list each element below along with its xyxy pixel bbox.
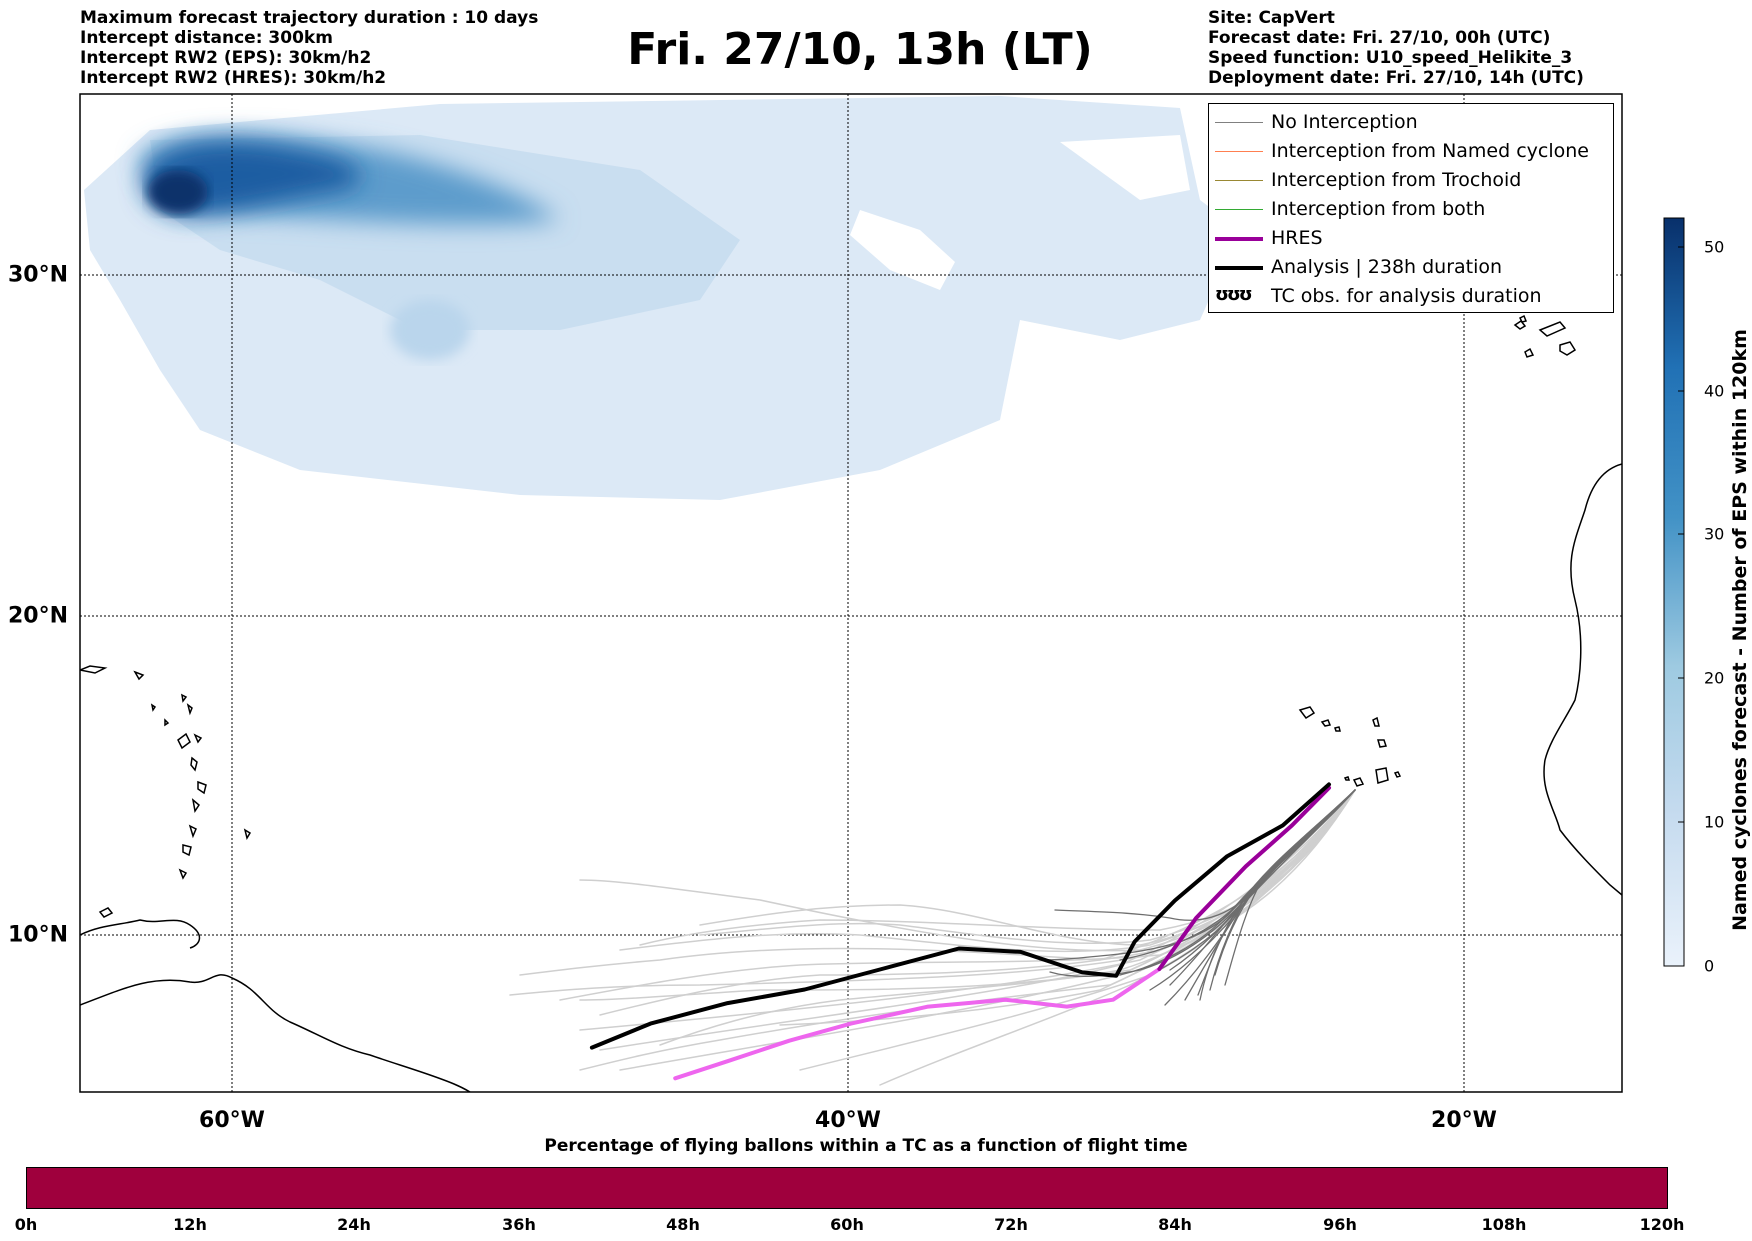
colorbar-tick-label: 20 bbox=[1704, 668, 1725, 688]
intercept-hres-text: Intercept RW2 (HRES): 30km/h2 bbox=[80, 68, 387, 88]
legend-swatch bbox=[1215, 151, 1263, 152]
intercept-distance-text: Intercept distance: 300km bbox=[80, 28, 333, 48]
colorbar-title: Named cyclones forecast - Number of EPS … bbox=[1729, 329, 1751, 931]
trajectories-short-flight bbox=[1039, 789, 1356, 1006]
deployment-date-text: Deployment date: Fri. 27/10, 14h (UTC) bbox=[1208, 68, 1584, 88]
ensemble-trajectories bbox=[509, 782, 1356, 1086]
page-title: Fri. 27/10, 13h (LT) bbox=[627, 24, 1093, 75]
legend-label: Interception from both bbox=[1271, 198, 1486, 220]
legend-swatch bbox=[1215, 122, 1263, 123]
legend-item-named-cyclone: Interception from Named cyclone bbox=[1209, 138, 1613, 167]
legend-label: No Interception bbox=[1271, 111, 1418, 133]
legend-item-both: Interception from both bbox=[1209, 196, 1613, 225]
flight-tick-label: 84h bbox=[1158, 1215, 1192, 1234]
flight-tick-label: 120h bbox=[1639, 1215, 1685, 1234]
flight-tick-label: 12h bbox=[173, 1215, 207, 1234]
colorbar-tick-label: 40 bbox=[1704, 381, 1725, 401]
flight-time-bar bbox=[26, 1167, 1668, 1209]
colorbar-tick-label: 10 bbox=[1704, 812, 1725, 832]
legend-label: Analysis | 238h duration bbox=[1271, 256, 1503, 278]
max-duration-text: Maximum forecast trajectory duration : 1… bbox=[80, 8, 539, 28]
legend-label: Interception from Trochoid bbox=[1271, 169, 1522, 191]
density-peak bbox=[148, 170, 208, 214]
flight-tick-label: 72h bbox=[994, 1215, 1028, 1234]
cape-verde-islands bbox=[1298, 706, 1402, 787]
flight-tick-label: 24h bbox=[337, 1215, 371, 1234]
flight-tick-label: 36h bbox=[502, 1215, 536, 1234]
caribbean-islands bbox=[80, 665, 252, 918]
speed-function-text: Speed function: U10_speed_Helikite_3 bbox=[1208, 48, 1573, 68]
header-left: Maximum forecast trajectory duration : 1… bbox=[80, 8, 538, 88]
legend-item-hres: HRES bbox=[1209, 225, 1613, 254]
flight-tick-label: 0h bbox=[14, 1215, 38, 1234]
legend-label: HRES bbox=[1271, 227, 1323, 249]
legend-label: TC obs. for analysis duration bbox=[1271, 285, 1542, 307]
header-right: Site: CapVert Forecast date: Fri. 27/10,… bbox=[1208, 8, 1584, 88]
venezuela-coast bbox=[80, 919, 201, 949]
legend-swatch bbox=[1215, 237, 1263, 241]
lon-label-60w: 60°W bbox=[199, 1108, 265, 1133]
lat-label-30n: 30°N bbox=[8, 262, 69, 288]
colorbar bbox=[1663, 217, 1685, 967]
tc-obs-icon: ʊʊʊ bbox=[1215, 284, 1253, 305]
legend-swatch bbox=[1215, 266, 1263, 270]
flight-bar-title: Percentage of flying ballons within a TC… bbox=[544, 1136, 1188, 1156]
hres-track-dark bbox=[1157, 785, 1331, 971]
density-gap bbox=[850, 210, 955, 290]
africa-coast bbox=[1543, 463, 1622, 896]
legend-item-tc-obs: ʊʊʊ TC obs. for analysis duration bbox=[1209, 283, 1613, 312]
legend-item-trochoid: Interception from Trochoid bbox=[1209, 167, 1613, 196]
density-gap-2 bbox=[1060, 135, 1190, 200]
forecast-date-text: Forecast date: Fri. 27/10, 00h (UTC) bbox=[1208, 28, 1551, 48]
canary-islands bbox=[1513, 314, 1577, 358]
south-america-coast bbox=[80, 974, 471, 1092]
analysis-track bbox=[589, 782, 1331, 1050]
flight-tick-label: 108h bbox=[1481, 1215, 1527, 1234]
lat-label-10n: 10°N bbox=[8, 922, 69, 948]
legend-swatch bbox=[1215, 180, 1263, 181]
density-mid-2 bbox=[390, 300, 470, 360]
flight-tick-label: 60h bbox=[830, 1215, 864, 1234]
colorbar-ticks bbox=[1678, 246, 1684, 967]
colorbar-tick-label: 0 bbox=[1704, 956, 1715, 976]
lon-label-40w: 40°W bbox=[815, 1108, 881, 1133]
legend-label: Interception from Named cyclone bbox=[1271, 140, 1589, 162]
colorbar-tick-label: 50 bbox=[1704, 237, 1725, 257]
intercept-eps-text: Intercept RW2 (EPS): 30km/h2 bbox=[80, 48, 372, 68]
hres-track bbox=[673, 785, 1331, 1081]
colorbar-tick-label: 30 bbox=[1704, 524, 1725, 544]
legend-item-no-interception: No Interception bbox=[1209, 109, 1613, 138]
coastlines bbox=[80, 314, 1622, 1092]
lat-label-20n: 20°N bbox=[8, 603, 69, 629]
flight-tick-label: 48h bbox=[666, 1215, 700, 1234]
map-legend: No Interception Interception from Named … bbox=[1208, 103, 1614, 313]
legend-swatch bbox=[1215, 209, 1263, 210]
lon-label-20w: 20°W bbox=[1431, 1108, 1497, 1133]
map-frame bbox=[79, 93, 1623, 1093]
flight-tick-label: 96h bbox=[1323, 1215, 1357, 1234]
site-text: Site: CapVert bbox=[1208, 8, 1335, 28]
legend-item-analysis: Analysis | 238h duration bbox=[1209, 254, 1613, 283]
